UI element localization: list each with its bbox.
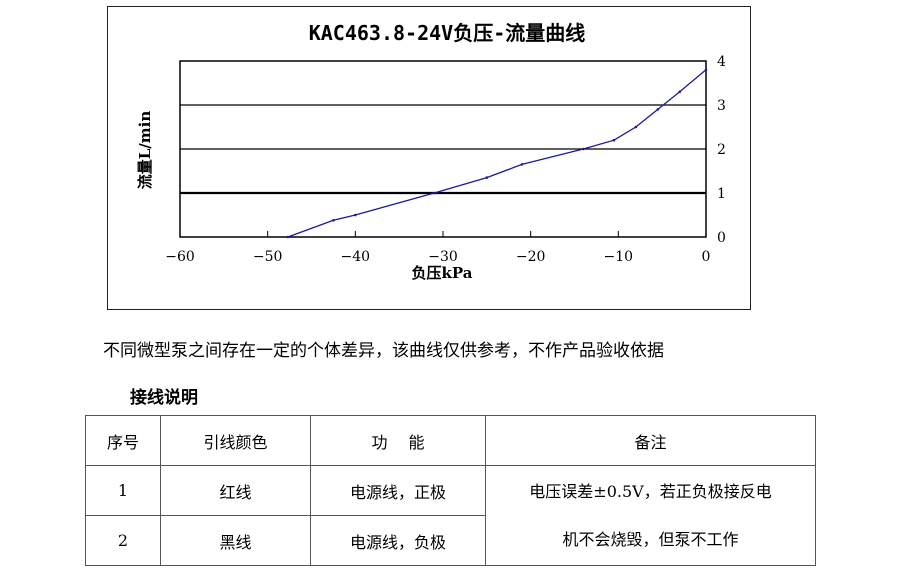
data-point xyxy=(704,68,708,72)
y-tick-label: 4 xyxy=(717,54,726,70)
data-point xyxy=(354,213,357,217)
chart-title: KAC463.8-24V负压-流量曲线 xyxy=(309,21,586,45)
remark-cell: 电压误差±0.5V，若正负极接反电 机不会烧毁，但泵不工作 xyxy=(485,465,816,566)
wiring-table: 序号 引线颜色 功 能 备注 1 红线 电源线，正极 电压误差±0.5V，若正负… xyxy=(85,415,816,566)
table-header-row: 序号 引线颜色 功 能 备注 xyxy=(85,415,816,466)
table-row: 2 黑线 电源线，负极 xyxy=(85,515,816,566)
data-point xyxy=(520,163,524,166)
cell: 红线 xyxy=(160,465,311,516)
header-cell: 功 能 xyxy=(310,415,486,466)
x-axis-label: 负压kPa xyxy=(412,264,473,282)
cell: 2 xyxy=(85,515,161,566)
header-cell: 备注 xyxy=(485,415,816,466)
remark-line: 电压误差±0.5V，若正负极接反电 xyxy=(529,481,772,501)
data-point xyxy=(286,235,290,239)
data-point xyxy=(612,138,616,142)
y-axis-label: 流量L/min xyxy=(136,111,154,190)
chart-frame xyxy=(107,6,751,310)
x-tick-label: −30 xyxy=(428,249,458,265)
header-cell: 引线颜色 xyxy=(160,415,311,466)
disclaimer-note: 不同微型泵之间存在一定的个体差异，该曲线仅供参考，不作产品验收依据 xyxy=(103,341,664,361)
x-tick-label: −50 xyxy=(253,249,283,265)
x-tick-label: −40 xyxy=(341,249,371,265)
data-point xyxy=(656,108,660,111)
data-point xyxy=(581,147,585,151)
data-point xyxy=(634,125,638,129)
series-line xyxy=(287,69,707,238)
x-tick-label: −10 xyxy=(604,249,634,265)
data-point xyxy=(432,191,436,195)
x-tick-label: −20 xyxy=(516,249,546,265)
table-row: 1 红线 电源线，正极 电压误差±0.5V，若正负极接反电 机不会烧毁，但泵不工… xyxy=(85,465,816,566)
x-tick-label: −60 xyxy=(165,249,195,265)
section-title: 接线说明 xyxy=(130,388,198,408)
cell: 电源线，正极 xyxy=(310,465,486,516)
data-point xyxy=(485,176,489,179)
y-tick-label: 1 xyxy=(717,186,726,202)
y-tick-label: 2 xyxy=(717,142,726,158)
flow-chart: KAC463.8-24V负压-流量曲线 −60 −50 −40 −30 −20 −10 00… xyxy=(136,21,726,282)
y-tick-label: 0 xyxy=(717,230,726,246)
cell: 电源线，负极 xyxy=(310,515,486,566)
header-cell: 序号 xyxy=(85,415,161,466)
data-point xyxy=(332,218,335,222)
data-point xyxy=(678,90,681,94)
x-tick-label: 0 xyxy=(702,249,711,265)
y-tick-label: 3 xyxy=(717,98,726,114)
cell: 黑线 xyxy=(160,515,311,566)
cell: 1 xyxy=(85,465,161,516)
remark-line: 机不会烧毁，但泵不工作 xyxy=(562,529,739,549)
